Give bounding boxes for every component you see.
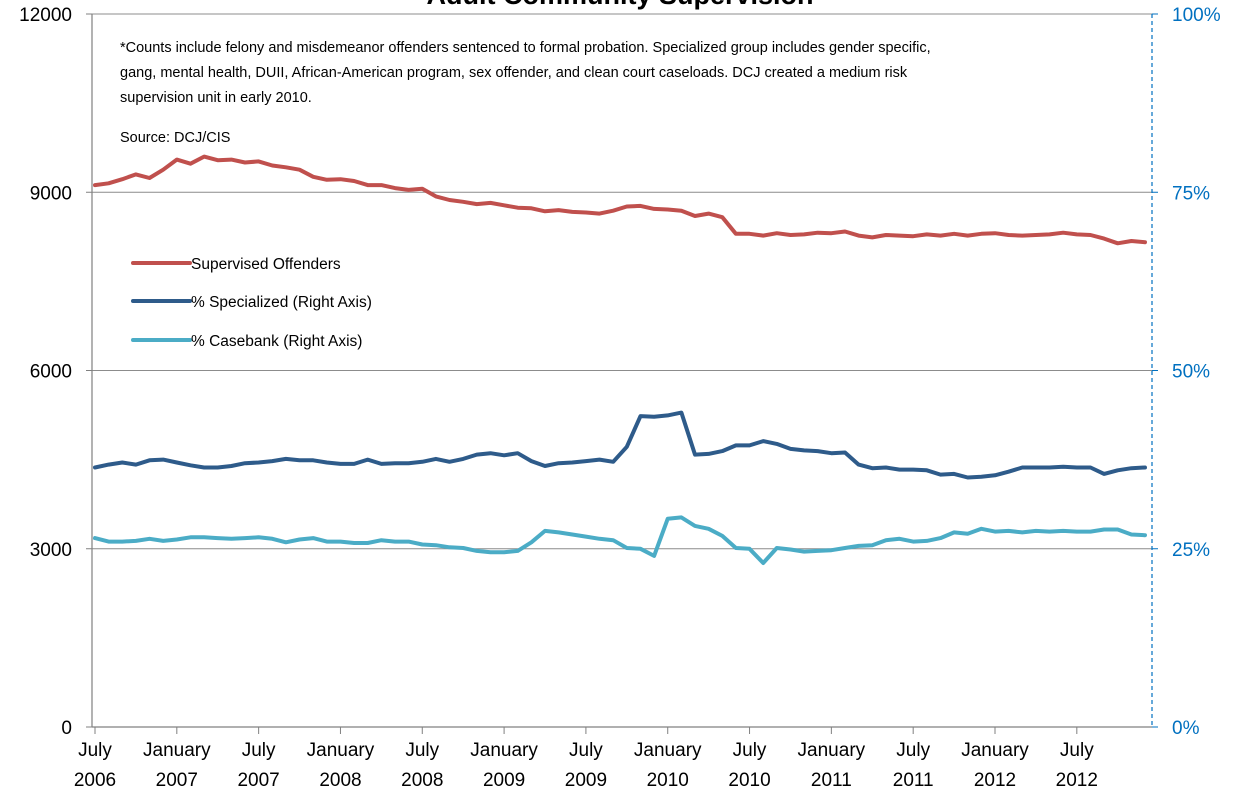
series-line-3 [93, 515, 1147, 565]
left-tick-label: 12000 [19, 5, 72, 26]
x-tick-year: 2008 [319, 770, 361, 791]
right-tick-label: 100% [1172, 5, 1221, 26]
left-tick-label: 0 [61, 718, 72, 739]
x-tick-year: 2009 [565, 770, 607, 791]
note-line-2: gang, mental health, DUII, African-Ameri… [120, 65, 908, 81]
x-tick-month: July [733, 740, 767, 761]
right-tick-label: 0% [1172, 718, 1200, 739]
legend-label: % Specialized (Right Axis) [191, 294, 372, 311]
x-tick-year: 2006 [74, 770, 116, 791]
right-tick-label: 75% [1172, 183, 1210, 204]
x-tick-month: July [1060, 740, 1094, 761]
x-tick-month: July [569, 740, 603, 761]
right-tick-label: 50% [1172, 362, 1210, 383]
x-axis-ticks: July 2006 January 2007 July 2007 January 2008 Ju… [74, 727, 1098, 791]
x-tick-year: 2010 [647, 770, 689, 791]
x-tick-year: 2007 [156, 770, 198, 791]
legend-label: % Casebank (Right Axis) [191, 333, 362, 350]
left-tick-label: 3000 [30, 540, 72, 561]
x-tick-year: 2010 [728, 770, 770, 791]
chart-notes: *Counts include felony and misdemeanor o… [120, 40, 931, 146]
x-tick-year: 2007 [237, 770, 279, 791]
chart-title: Adult Community Supervision [426, 0, 813, 10]
note-line-3: supervision unit in early 2010. [120, 90, 312, 106]
x-tick-year: 2009 [483, 770, 525, 791]
series-line-1 [93, 154, 1147, 246]
x-tick-month: January [798, 740, 866, 761]
x-tick-year: 2008 [401, 770, 443, 791]
x-tick-month: July [405, 740, 439, 761]
x-tick-month: July [896, 740, 930, 761]
x-tick-month: January [634, 740, 702, 761]
right-axis-ticks: 0% 25% 50% 75% 100% [1152, 5, 1221, 739]
x-tick-month: January [470, 740, 538, 761]
x-tick-year: 2011 [893, 770, 934, 791]
left-axis-ticks: 0 3000 6000 9000 12000 [19, 5, 92, 739]
x-tick-year: 2012 [1056, 770, 1098, 791]
x-tick-year: 2011 [811, 770, 852, 791]
x-tick-month: January [307, 740, 375, 761]
x-tick-month: January [961, 740, 1029, 761]
right-tick-label: 25% [1172, 540, 1210, 561]
legend-label: Supervised Offenders [191, 256, 341, 273]
x-tick-month: July [78, 740, 112, 761]
left-tick-label: 9000 [30, 183, 72, 204]
source-note: Source: DCJ/CIS [120, 130, 230, 146]
series-line-2 [93, 410, 1147, 480]
x-tick-month: January [143, 740, 211, 761]
legend: Supervised Offenders % Specialized (Right… [131, 256, 372, 350]
left-tick-label: 6000 [30, 362, 72, 383]
series-lines [93, 154, 1147, 565]
x-tick-month: July [242, 740, 276, 761]
note-line-1: *Counts include felony and misdemeanor o… [120, 40, 931, 56]
gridlines [92, 13, 1152, 728]
x-tick-year: 2012 [974, 770, 1016, 791]
